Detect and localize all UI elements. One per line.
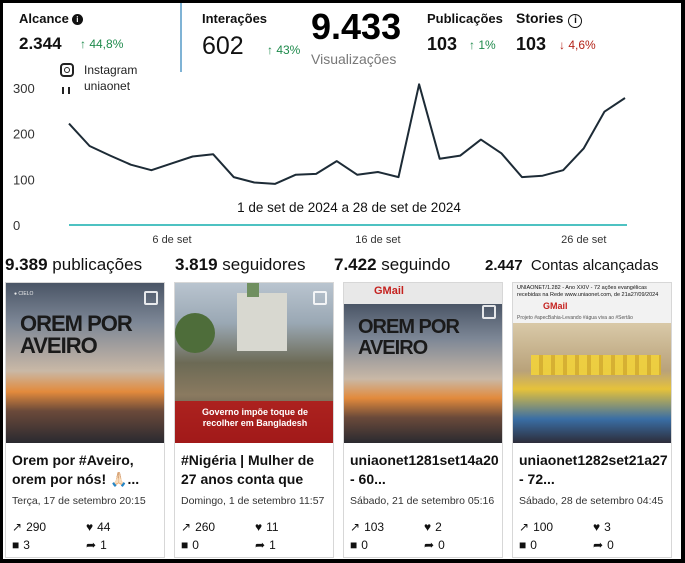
series-line: [68, 83, 626, 185]
heart-icon: ♥: [86, 520, 94, 534]
likes-stat: ♥ 3: [593, 520, 611, 534]
carousel-icon: [313, 291, 327, 305]
gmail-icon: GMail: [543, 301, 568, 311]
carousel-icon: [482, 305, 496, 319]
post-card[interactable]: UNIAONET/1.282 - Ano XXIV - 72 ações eva…: [512, 282, 672, 558]
visualizacoes-label: Visualizações: [311, 51, 397, 67]
thumb-text: OREM POR AVEIRO: [358, 316, 460, 359]
shares-stat: ➦ 1: [255, 538, 276, 552]
views-stat: ↗ 290: [12, 520, 47, 534]
y-tick-label: 0: [13, 218, 20, 233]
comment-icon: ■: [519, 538, 527, 552]
instagram-icon: [60, 63, 74, 77]
views-stat: ↗ 260: [181, 520, 216, 534]
publicacoes-value: 103: [427, 34, 458, 54]
views-stat: ↗ 100: [519, 520, 554, 534]
avatar: [62, 82, 72, 94]
heart-icon: ♥: [255, 520, 263, 534]
post-title[interactable]: uniaonet1281set14a20 - 60...: [350, 452, 499, 487]
interacoes-value: 602: [202, 32, 244, 60]
comments-stat: ■ 3: [12, 538, 30, 552]
likes-stat: ♥ 11: [255, 520, 279, 534]
likes-stat: ♥ 44: [86, 520, 111, 534]
share-icon: ➦: [424, 538, 435, 552]
likes-stat: ♥ 2: [424, 520, 442, 534]
trend-icon: ↗: [519, 520, 530, 534]
trend-icon: ↗: [181, 520, 192, 534]
stat-contas-alcancadas: 2.447 Contas alcançadas: [485, 257, 659, 274]
thumb-text: OREM POR AVEIRO: [20, 311, 133, 358]
comment-icon: ■: [350, 538, 358, 552]
analytics-panel: Alcance i 2.344 ↑ 44,8% Instagram uniaone…: [3, 3, 681, 559]
comment-icon: ■: [181, 538, 189, 552]
info-icon[interactable]: i: [568, 14, 583, 28]
platform-label: Instagram: [84, 63, 138, 77]
comments-stat: ■ 0: [519, 538, 537, 552]
alcance-delta: ↑ 44,8%: [80, 37, 124, 51]
trend-icon: ↗: [12, 520, 23, 534]
comment-icon: ■: [12, 538, 20, 552]
stories-label: Stories i: [516, 10, 583, 28]
shares-stat: ➦ 0: [593, 538, 614, 552]
post-thumbnail[interactable]: GMail OREM POR AVEIRO: [344, 283, 502, 443]
post-title[interactable]: uniaonet1282set21a27 - 72...: [519, 452, 668, 487]
share-icon: ➦: [86, 538, 97, 552]
x-tick-label: 6 de set: [152, 234, 191, 246]
heart-icon: ♥: [424, 520, 432, 534]
share-icon: ➦: [593, 538, 604, 552]
shares-stat: ➦ 1: [86, 538, 107, 552]
post-date: Sábado, 28 de setembro 04:45: [519, 495, 664, 507]
publicacoes-delta: ↑ 1%: [469, 38, 496, 52]
interacoes-label: Interações: [202, 11, 268, 26]
alcance-value: 2.344: [19, 34, 62, 53]
post-thumbnail[interactable]: ● CIELO OREM POR AVEIRO: [6, 283, 164, 443]
thumb-caption: Projeto #apecBahia-Levando #água viva ao…: [517, 315, 633, 321]
post-title[interactable]: Orem por #Aveiro, orem por nós! 🙏🏻...: [12, 452, 140, 487]
views-line-chart: 0 100 200 300 1 de set de 2024 a 28 de set d…: [13, 81, 627, 246]
views-stat: ↗ 103: [350, 520, 385, 534]
post-card[interactable]: Governo impõe toque de recolher em Bangl…: [174, 282, 334, 558]
share-icon: ➦: [255, 538, 266, 552]
shares-stat: ➦ 0: [424, 538, 445, 552]
account-handle[interactable]: uniaonet: [84, 79, 131, 93]
date-range-caption: 1 de set de 2024 a 28 de set de 2024: [237, 200, 461, 215]
post-thumbnail[interactable]: Governo impõe toque de recolher em Bangl…: [175, 283, 333, 443]
post-card[interactable]: ● CIELO OREM POR AVEIRO Orem por #Aveiro…: [5, 282, 165, 558]
post-title[interactable]: #Nigéria | Mulher de 27 anos conta que f…: [181, 452, 315, 487]
comments-stat: ■ 0: [350, 538, 368, 552]
x-tick-label: 16 de set: [355, 234, 400, 246]
y-tick-label: 200: [13, 127, 35, 142]
stories-value: 103: [516, 34, 547, 54]
stat-publicacoes: 9.389 publicações: [5, 255, 143, 274]
post-thumbnail[interactable]: UNIAONET/1.282 - Ano XXIV - 72 ações eva…: [513, 283, 671, 443]
interacoes-delta: ↑ 43%: [267, 43, 301, 57]
thumb-text: Governo impõe toque de recolher em Bangl…: [201, 407, 308, 428]
y-tick-label: 100: [13, 172, 35, 187]
y-tick-label: 300: [13, 81, 35, 96]
alcance-label: Alcance i: [19, 11, 83, 26]
post-date: Sábado, 21 de setembro 05:16: [350, 495, 495, 507]
post-date: Terça, 17 de setembro 20:15: [12, 495, 146, 507]
stat-seguindo: 7.422 seguindo: [334, 255, 451, 274]
post-date: Domingo, 1 de setembro 11:57: [181, 495, 325, 507]
info-icon[interactable]: i: [71, 14, 83, 25]
trend-icon: ↗: [350, 520, 361, 534]
selection-divider: [180, 3, 182, 72]
stat-seguidores: 3.819 seguidores: [175, 255, 306, 274]
x-tick-label: 26 de set: [561, 234, 606, 246]
gmail-icon: GMail: [374, 285, 404, 297]
stories-delta: ↓ 4,6%: [559, 38, 596, 52]
carousel-icon: [144, 291, 158, 305]
publicacoes-label: Publicações: [427, 11, 503, 26]
thumb-header: UNIAONET/1.282 - Ano XXIV - 72 ações eva…: [517, 285, 659, 298]
heart-icon: ♥: [593, 520, 601, 534]
post-card[interactable]: GMail OREM POR AVEIRO uniaonet1281set14a…: [343, 282, 503, 558]
comments-stat: ■ 0: [181, 538, 199, 552]
visualizacoes-value: 9.433: [311, 6, 402, 47]
